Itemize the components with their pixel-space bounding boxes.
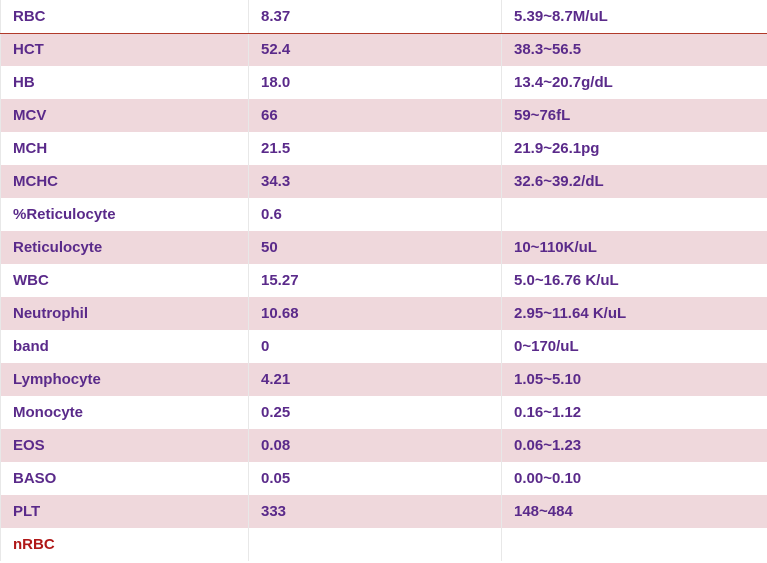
- param-name-cell: nRBC: [1, 528, 249, 561]
- param-range-cell: [502, 198, 767, 231]
- table-row: HB18.013.4~20.7g/dL: [1, 66, 767, 99]
- param-range-cell: 59~76fL: [502, 99, 767, 132]
- param-value-cell: 15.27: [249, 264, 502, 297]
- param-range-cell: 0.00~0.10: [502, 462, 767, 495]
- table-row: Reticulocyte5010~110K/uL: [1, 231, 767, 264]
- table-row: HCT52.438.3~56.5: [1, 33, 767, 66]
- table-row: nRBC: [1, 528, 767, 561]
- table-row: %Reticulocyte0.6: [1, 198, 767, 231]
- param-value-cell: 10.68: [249, 297, 502, 330]
- param-name-cell: BASO: [1, 462, 249, 495]
- param-value-cell: 0.25: [249, 396, 502, 429]
- param-range-cell: 5.0~16.76 K/uL: [502, 264, 767, 297]
- blood-panel-table: RBC8.375.39~8.7M/uLHCT52.438.3~56.5HB18.…: [0, 0, 767, 561]
- param-name-cell: Neutrophil: [1, 297, 249, 330]
- param-value-cell: [249, 528, 502, 561]
- param-range-cell: 38.3~56.5: [502, 33, 767, 66]
- param-value-cell: 34.3: [249, 165, 502, 198]
- blood-panel-tbody: RBC8.375.39~8.7M/uLHCT52.438.3~56.5HB18.…: [1, 0, 767, 561]
- param-range-cell: [502, 528, 767, 561]
- param-name-cell: MCH: [1, 132, 249, 165]
- param-name-cell: Reticulocyte: [1, 231, 249, 264]
- param-range-cell: 21.9~26.1pg: [502, 132, 767, 165]
- table-row: PLT333148~484: [1, 495, 767, 528]
- param-range-cell: 1.05~5.10: [502, 363, 767, 396]
- table-row: WBC15.275.0~16.76 K/uL: [1, 264, 767, 297]
- table-row: MCH21.521.9~26.1pg: [1, 132, 767, 165]
- param-name-cell: PLT: [1, 495, 249, 528]
- param-name-cell: RBC: [1, 0, 249, 33]
- table-row: band00~170/uL: [1, 330, 767, 363]
- param-value-cell: 0: [249, 330, 502, 363]
- param-name-cell: WBC: [1, 264, 249, 297]
- param-value-cell: 0.08: [249, 429, 502, 462]
- param-name-cell: Monocyte: [1, 396, 249, 429]
- param-value-cell: 21.5: [249, 132, 502, 165]
- param-name-cell: band: [1, 330, 249, 363]
- param-value-cell: 52.4: [249, 33, 502, 66]
- param-name-cell: Lymphocyte: [1, 363, 249, 396]
- param-range-cell: 32.6~39.2/dL: [502, 165, 767, 198]
- param-name-cell: MCV: [1, 99, 249, 132]
- param-range-cell: 148~484: [502, 495, 767, 528]
- table-row: RBC8.375.39~8.7M/uL: [1, 0, 767, 33]
- param-value-cell: 8.37: [249, 0, 502, 33]
- param-name-cell: %Reticulocyte: [1, 198, 249, 231]
- param-range-cell: 0.06~1.23: [502, 429, 767, 462]
- param-name-cell: MCHC: [1, 165, 249, 198]
- table-row: BASO0.050.00~0.10: [1, 462, 767, 495]
- table-row: MCV6659~76fL: [1, 99, 767, 132]
- table-row: Lymphocyte4.211.05~5.10: [1, 363, 767, 396]
- param-range-cell: 0~170/uL: [502, 330, 767, 363]
- param-value-cell: 50: [249, 231, 502, 264]
- table-row: EOS0.080.06~1.23: [1, 429, 767, 462]
- table-row: Neutrophil10.682.95~11.64 K/uL: [1, 297, 767, 330]
- param-range-cell: 13.4~20.7g/dL: [502, 66, 767, 99]
- param-value-cell: 18.0: [249, 66, 502, 99]
- param-name-cell: HB: [1, 66, 249, 99]
- param-range-cell: 2.95~11.64 K/uL: [502, 297, 767, 330]
- param-value-cell: 4.21: [249, 363, 502, 396]
- param-range-cell: 0.16~1.12: [502, 396, 767, 429]
- param-range-cell: 5.39~8.7M/uL: [502, 0, 767, 33]
- param-name-cell: HCT: [1, 33, 249, 66]
- param-value-cell: 333: [249, 495, 502, 528]
- param-value-cell: 0.05: [249, 462, 502, 495]
- param-value-cell: 66: [249, 99, 502, 132]
- param-value-cell: 0.6: [249, 198, 502, 231]
- param-range-cell: 10~110K/uL: [502, 231, 767, 264]
- table-row: Monocyte0.250.16~1.12: [1, 396, 767, 429]
- param-name-cell: EOS: [1, 429, 249, 462]
- table-row: MCHC34.332.6~39.2/dL: [1, 165, 767, 198]
